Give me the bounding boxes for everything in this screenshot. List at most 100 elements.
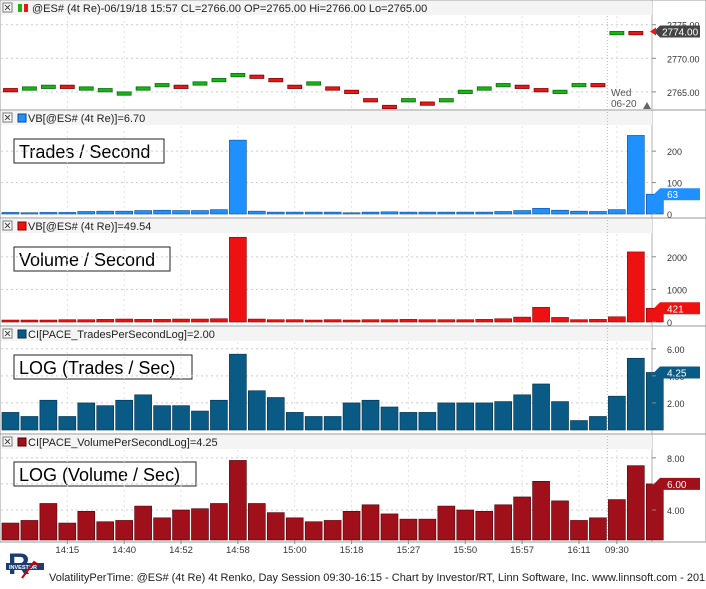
bar (248, 390, 266, 431)
bar (551, 209, 569, 215)
time-tick-label: 15:50 (453, 545, 477, 556)
bar (589, 211, 607, 215)
annotations: Trades / Second Volume / Second LOG (Tra… (13, 138, 197, 487)
bar (608, 209, 626, 215)
down-candle (249, 74, 265, 79)
bar (589, 416, 607, 431)
bar (58, 212, 77, 215)
bar (153, 405, 171, 431)
axis-tick-label: 6.00 (667, 345, 685, 355)
bar (153, 209, 171, 215)
bar (229, 460, 247, 541)
axis-tick-label: 0 (667, 318, 672, 328)
axis-tick-label: 0 (667, 210, 672, 220)
time-tick-label: 15:00 (283, 545, 307, 556)
bar (456, 402, 475, 431)
down-candle (287, 84, 303, 89)
bar (96, 405, 115, 431)
bar (437, 319, 456, 323)
bar (361, 319, 380, 323)
series-swatch-icon (17, 113, 27, 123)
down-candle (268, 78, 284, 83)
bar (589, 319, 607, 323)
up-arrow-icon[interactable] (643, 102, 651, 109)
bar (627, 135, 645, 215)
bar (304, 416, 323, 431)
last-value-tag (654, 366, 700, 379)
bar (361, 399, 380, 431)
down-candle (325, 86, 341, 91)
chart-marks (1, 31, 664, 541)
bar (570, 319, 588, 323)
bar (1, 319, 20, 323)
bar (248, 503, 266, 541)
bar (399, 319, 418, 323)
bar (229, 353, 247, 431)
down-candle (382, 104, 397, 110)
vps-log-pane-title: CI[PACE_VolumePerSecondLog]=4.25 (28, 437, 218, 449)
bar (285, 517, 304, 541)
bar (191, 210, 209, 215)
bar (456, 211, 475, 215)
bar (627, 465, 645, 541)
bar (437, 402, 456, 431)
bar (475, 211, 494, 215)
bar (608, 316, 626, 323)
tps-annotation: Trades / Second (19, 142, 150, 162)
bar (645, 483, 664, 541)
bar (58, 319, 77, 323)
bar (342, 511, 361, 541)
bar (570, 420, 588, 431)
bar (285, 412, 304, 431)
bar (361, 504, 380, 541)
bar (229, 139, 247, 215)
down-candle (59, 84, 75, 89)
vps-pane-header: VB[@ES# (4t Re)]=49.54 (2, 220, 151, 233)
bar (304, 211, 323, 215)
bar (77, 511, 96, 541)
time-axis: 14:15 14:40 14:52 14:58 15:00 15:18 15:27 15:50… (55, 540, 629, 556)
bar (39, 319, 58, 323)
bar (248, 318, 266, 323)
tps-log-pane-title: CI[PACE_TradesPerSecondLog]=2.00 (28, 329, 215, 341)
vps-annotation: Volume / Second (19, 250, 155, 270)
bar (77, 211, 96, 215)
bar (323, 211, 342, 215)
last-value-tag (654, 25, 700, 38)
up-candle (230, 73, 246, 78)
down-candle (590, 83, 606, 88)
bar (418, 211, 437, 215)
up-candle (609, 31, 625, 36)
bar (39, 399, 58, 431)
bar (191, 508, 209, 541)
bar (172, 210, 190, 215)
up-candle-swatch-icon (18, 4, 22, 12)
bar (627, 251, 645, 323)
bar (380, 319, 399, 323)
bar (494, 504, 512, 541)
time-tick-label: 15:27 (397, 545, 421, 556)
bar (532, 208, 550, 215)
bar (608, 395, 626, 431)
bar (39, 212, 58, 215)
down-candle (533, 88, 549, 93)
bar (266, 319, 285, 323)
down-candle (419, 101, 435, 106)
bar (1, 412, 20, 431)
session-break-label: Wed 06-20 (611, 88, 651, 110)
time-tick-label: 15:57 (510, 545, 534, 556)
bar (20, 416, 39, 431)
up-candle (22, 86, 37, 91)
bar (210, 503, 228, 541)
svg-text:INVESTOR: INVESTOR (9, 565, 37, 571)
down-candle (3, 88, 18, 93)
up-candle (476, 86, 492, 91)
annotation-box (13, 246, 171, 272)
bar (77, 319, 96, 323)
axis-tick-label: 8.00 (667, 454, 685, 464)
current-price-arrow-icon (650, 27, 656, 36)
up-candle (78, 86, 94, 91)
bar (58, 522, 77, 541)
bar (418, 412, 437, 431)
